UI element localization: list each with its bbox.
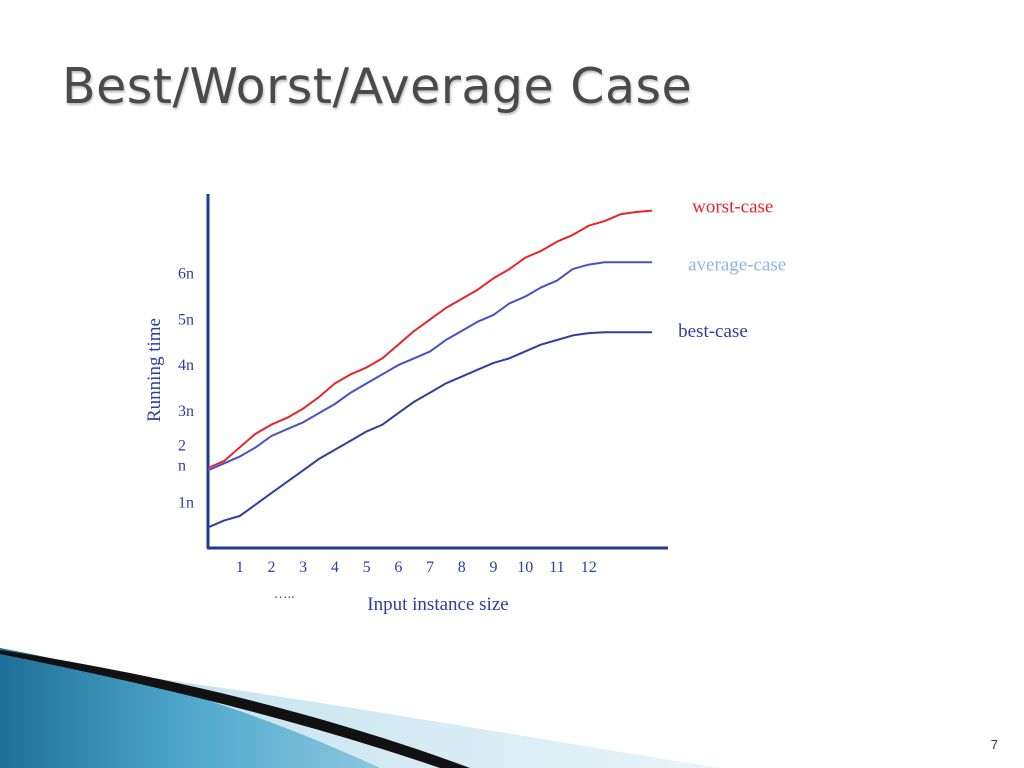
x-tick-label: 2 — [267, 559, 275, 576]
x-extra-label: ….. — [274, 587, 295, 602]
x-axis-title: Input instance size — [367, 594, 508, 615]
x-tick-label: 6 — [394, 559, 402, 576]
x-tick-label: 8 — [458, 559, 466, 576]
x-tick-label: 10 — [517, 559, 533, 576]
x-tick-label: 1 — [236, 559, 244, 576]
x-tick-label: 12 — [581, 559, 597, 576]
average-case-line — [207, 261, 653, 472]
x-tick-label: 5 — [363, 559, 371, 576]
y-tick-label: 6n — [178, 266, 194, 283]
x-tick-label: 9 — [490, 559, 498, 576]
y-tick-label: 1n — [178, 494, 194, 511]
corner-swoosh-decoration — [0, 648, 720, 768]
best-case-line — [207, 331, 653, 529]
chart-axes — [206, 194, 668, 550]
best-case-label: best-case — [678, 321, 748, 342]
y-tick-label: 5n — [178, 311, 194, 328]
worst-case-label: worst-case — [692, 197, 773, 218]
swoosh-blue-band — [0, 648, 380, 768]
x-tick-label: 7 — [426, 559, 434, 576]
x-tick-label: 4 — [331, 559, 339, 576]
y-axis-title: Running time — [144, 318, 165, 422]
series-lines — [207, 209, 653, 529]
average-case-label: average-case — [688, 254, 786, 275]
slide-number: 7 — [990, 737, 998, 752]
y-tick-label: 4n — [178, 357, 194, 374]
swoosh-light-band — [60, 666, 720, 768]
y-tick-label: 3n — [178, 403, 194, 420]
x-tick-label: 11 — [549, 559, 564, 576]
slide-title: Best/Worst/Average Case — [62, 58, 693, 115]
swoosh-dark-stroke — [0, 650, 470, 768]
worst-case-line — [207, 209, 653, 469]
x-tick-label: 3 — [299, 559, 307, 576]
